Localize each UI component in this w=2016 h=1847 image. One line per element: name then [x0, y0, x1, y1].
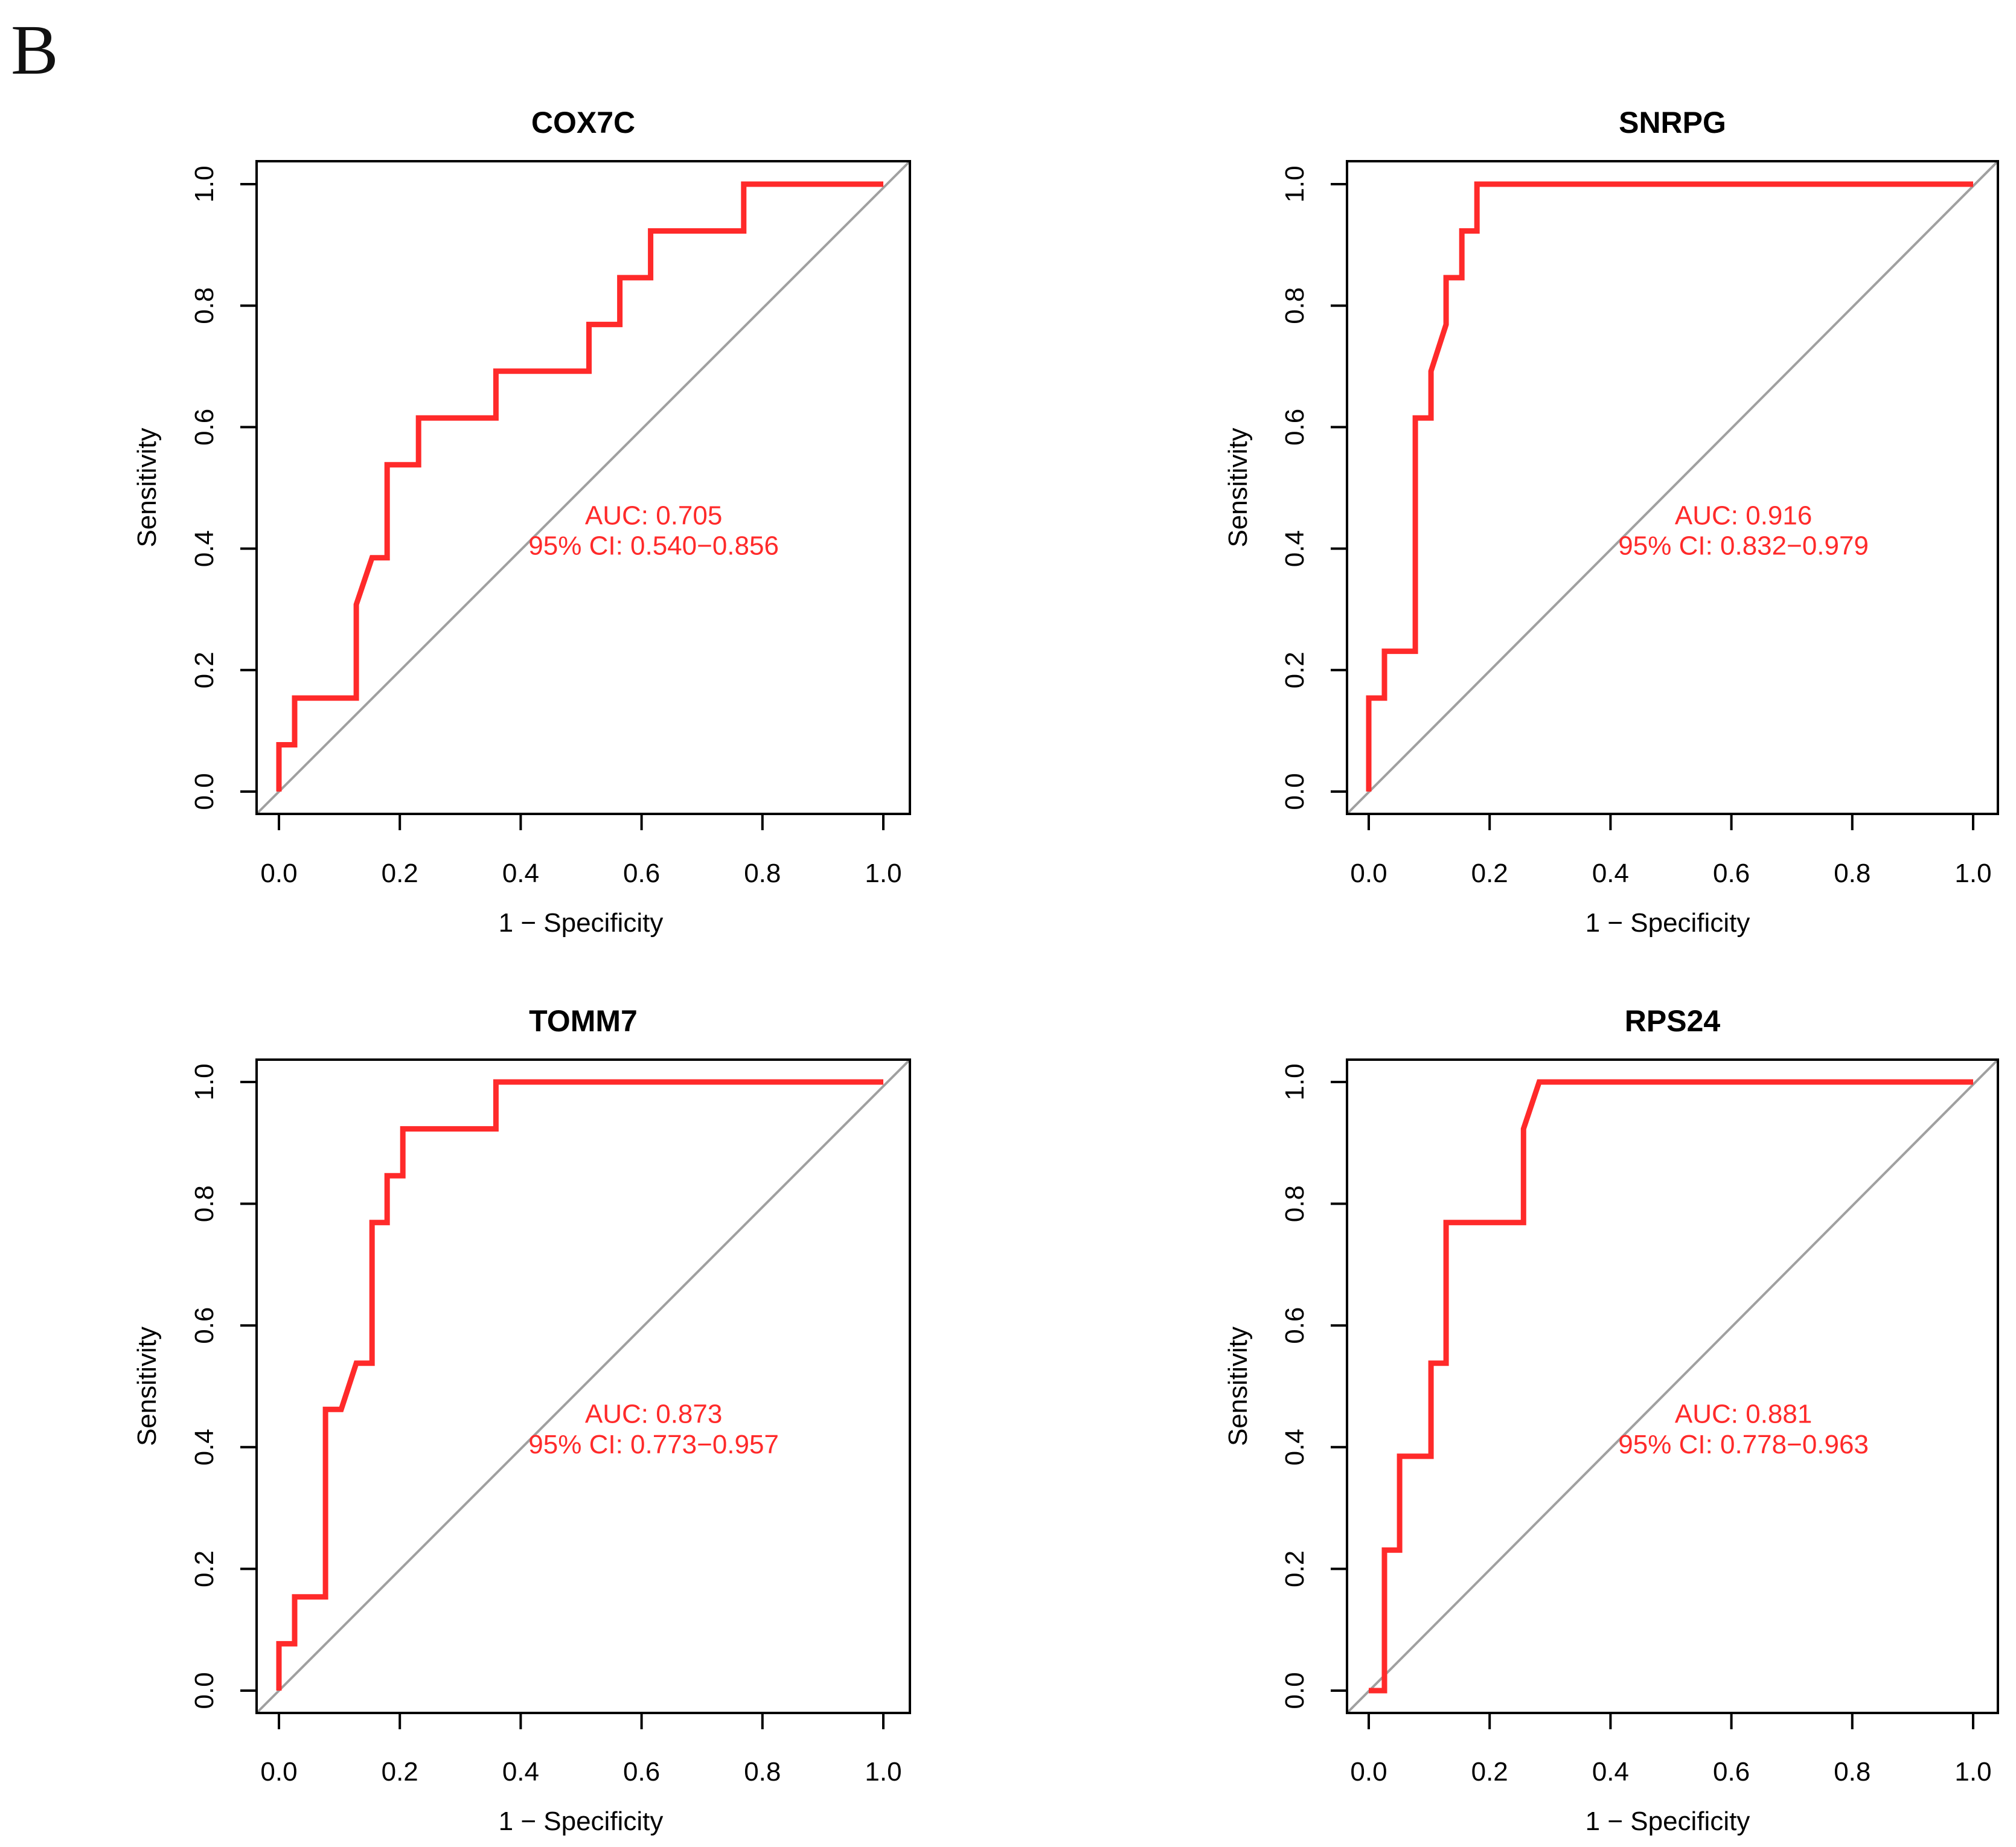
chart-title: SNRPG: [1619, 106, 1726, 139]
roc-curve-line: [276, 181, 883, 792]
y-tick-label: 0.4: [190, 530, 219, 567]
x-axis-label: 1 − Specificity: [499, 908, 664, 938]
plot-frame: [1346, 160, 1999, 815]
x-tick-label: 0.4: [502, 1757, 539, 1787]
ci-annotation: 95% CI: 0.832−0.979: [1618, 531, 1869, 561]
y-tick-label: 0.8: [190, 1185, 219, 1222]
plot-frame: [255, 1058, 911, 1714]
y-tick-label: 0.6: [190, 1307, 219, 1344]
x-tick-label: 0.6: [1713, 859, 1750, 888]
y-tick-label: 0.0: [1280, 1672, 1310, 1709]
roc-curve-line: [276, 1079, 883, 1691]
x-tick-label: 0.6: [623, 859, 660, 888]
y-tick-label: 0.4: [1280, 1429, 1310, 1465]
y-tick-label: 1.0: [1280, 165, 1310, 202]
x-tick-label: 0.4: [1592, 859, 1629, 888]
y-tick-label: 0.2: [190, 651, 219, 688]
auc-annotation: AUC: 0.881: [1675, 1399, 1812, 1429]
roc-panel-snrpg: 0.0 0.2 0.4 0.6 0.8 1.0 0.0 0.2 0.4 0.6 0.8 1.0 SNRP…: [1223, 106, 1999, 938]
x-tick-label: 1.0: [1954, 1757, 1991, 1787]
x-tick-label: 0.8: [744, 1757, 781, 1787]
y-tick-label: 0.2: [1280, 1551, 1310, 1587]
chart-title: COX7C: [531, 106, 635, 139]
chart-title: TOMM7: [529, 1004, 638, 1038]
x-tick-label: 0.6: [623, 1757, 660, 1787]
roc-panel-tomm7: 0.0 0.2 0.4 0.6 0.8 1.0 0.0 0.2 0.4 0.6 0.8 1.0 TOMM…: [132, 1004, 911, 1836]
y-tick-label: 0.8: [1280, 287, 1310, 324]
y-tick-label: 0.2: [1280, 651, 1310, 688]
x-tick-label: 0.8: [1834, 859, 1870, 888]
y-tick-label: 0.8: [1280, 1185, 1310, 1222]
auc-annotation: AUC: 0.873: [585, 1399, 722, 1429]
y-tick-label: 0.6: [1280, 409, 1310, 446]
x-tick-label: 0.0: [260, 1757, 297, 1787]
y-tick-label: 1.0: [190, 165, 219, 202]
ci-annotation: 95% CI: 0.773−0.957: [528, 1430, 779, 1459]
y-tick-label: 0.4: [190, 1429, 219, 1465]
x-tick-label: 0.2: [382, 1757, 418, 1787]
diagonal-reference-line: [255, 1058, 911, 1714]
y-tick-label: 0.8: [190, 287, 219, 324]
x-tick-label: 0.0: [1350, 1757, 1387, 1787]
x-tick-label: 0.2: [1471, 1757, 1508, 1787]
panel-label: B: [11, 10, 59, 89]
y-tick-label: 1.0: [1280, 1063, 1310, 1100]
y-tick-label: 0.0: [190, 1672, 219, 1709]
x-tick-label: 1.0: [865, 859, 901, 888]
plot-frame: [255, 160, 911, 815]
y-axis-label: Sensitivity: [1223, 1327, 1253, 1446]
roc-panel-cox7c: 0.0 0.2 0.4 0.6 0.8 1.0 0.0 0.2 0.4 0.6 0.8 1.0 COX7…: [132, 106, 911, 938]
plot-frame: [1346, 1058, 1999, 1714]
roc-curve-line: [1369, 1079, 1973, 1694]
y-tick-label: 1.0: [190, 1063, 219, 1100]
x-axis-label: 1 − Specificity: [499, 1807, 664, 1836]
x-axis-label: 1 − Specificity: [1586, 1807, 1750, 1836]
roc-curve-line: [1366, 181, 1973, 792]
diagonal-reference-line: [255, 160, 911, 815]
y-tick-label: 0.0: [190, 773, 219, 810]
x-tick-label: 0.0: [260, 859, 297, 888]
x-tick-label: 0.4: [502, 859, 539, 888]
x-tick-label: 0.6: [1713, 1757, 1750, 1787]
x-axis-label: 1 − Specificity: [1586, 908, 1750, 938]
x-tick-label: 0.2: [1471, 859, 1508, 888]
x-tick-label: 0.2: [382, 859, 418, 888]
y-tick-label: 0.0: [1280, 773, 1310, 810]
diagonal-reference-line: [1346, 160, 1999, 815]
y-tick-label: 0.6: [190, 409, 219, 446]
auc-annotation: AUC: 0.705: [585, 501, 722, 530]
auc-annotation: AUC: 0.916: [1675, 501, 1812, 530]
x-tick-label: 0.8: [1834, 1757, 1870, 1787]
ci-annotation: 95% CI: 0.778−0.963: [1618, 1430, 1869, 1459]
chart-title: RPS24: [1625, 1004, 1721, 1038]
y-tick-label: 0.2: [190, 1551, 219, 1587]
y-tick-label: 0.4: [1280, 530, 1310, 567]
roc-panel-rps24: 0.0 0.2 0.4 0.6 0.8 1.0 0.0 0.2 0.4 0.6 0.8 1.0 RPS2…: [1223, 1004, 1999, 1836]
diagonal-reference-line: [1346, 1058, 1999, 1714]
y-axis-label: Sensitivity: [132, 427, 162, 547]
x-tick-label: 0.4: [1592, 1757, 1629, 1787]
ci-annotation: 95% CI: 0.540−0.856: [528, 531, 779, 561]
x-tick-label: 1.0: [865, 1757, 901, 1787]
x-tick-label: 1.0: [1954, 859, 1991, 888]
y-axis-label: Sensitivity: [132, 1327, 162, 1446]
x-tick-label: 0.8: [744, 859, 781, 888]
x-tick-label: 0.0: [1350, 859, 1387, 888]
y-axis-label: Sensitivity: [1223, 427, 1253, 547]
y-tick-label: 0.6: [1280, 1307, 1310, 1344]
